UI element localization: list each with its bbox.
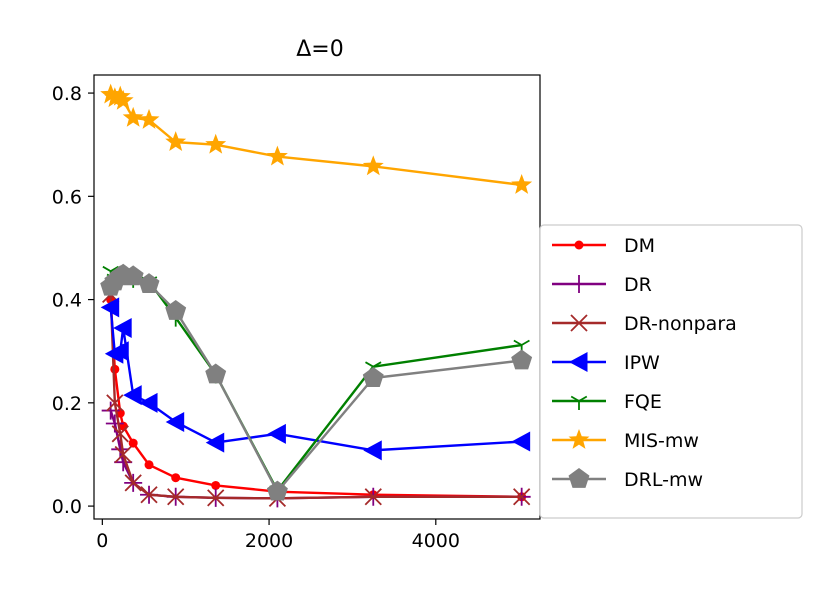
point-ipw xyxy=(165,411,185,432)
point-mis-mw xyxy=(109,85,131,106)
point-mis-mw xyxy=(362,155,384,176)
chart-title: Δ=0 xyxy=(296,37,343,62)
point-mis-mw xyxy=(266,145,288,166)
point-ipw xyxy=(110,341,129,362)
series-ipw xyxy=(100,297,531,461)
y-tick-label: 0.0 xyxy=(52,496,82,518)
series-drl-mw xyxy=(100,263,533,501)
point-drl-mw xyxy=(138,273,160,293)
legend-item-mis-mw: MIS-mw xyxy=(552,429,699,452)
legend-label: DR-nonpara xyxy=(624,313,737,335)
legend-marker xyxy=(574,240,584,250)
point-drl-mw xyxy=(362,367,384,387)
legend-marker xyxy=(568,429,590,449)
point-dr xyxy=(111,440,130,459)
point-dm xyxy=(171,473,181,483)
point-mis-mw xyxy=(122,106,144,127)
point-dr-nonpara xyxy=(513,488,531,506)
point-mis-mw xyxy=(511,173,533,194)
point-drl-mw xyxy=(205,363,227,384)
point-drl-mw xyxy=(122,265,144,286)
point-dr-nonpara xyxy=(364,488,382,506)
legend-label: FQE xyxy=(624,391,662,413)
legend-item-dr-nonpara: DR-nonpara xyxy=(552,313,737,335)
legend-marker xyxy=(569,352,588,372)
legend-item-ipw: IPW xyxy=(552,352,660,374)
point-ipw xyxy=(511,431,531,452)
legend-item-dm: DM xyxy=(552,235,655,257)
legend-marker xyxy=(570,314,588,332)
legend-item-fqe: FQE xyxy=(552,391,662,413)
point-mis-mw xyxy=(112,89,134,110)
legend-item-dr: DR xyxy=(552,274,652,296)
series-mis-mw xyxy=(100,83,533,194)
legend: DM DR DR-nonpara IPW FQE MIS-mw DRL-mw xyxy=(539,224,803,519)
legend-marker xyxy=(570,395,588,410)
point-ipw xyxy=(205,432,225,453)
point-drl-mw xyxy=(266,480,288,501)
legend-marker xyxy=(568,468,590,488)
point-dr-nonpara xyxy=(111,425,129,443)
y-tick-label: 0.8 xyxy=(52,83,82,105)
point-mis-mw xyxy=(205,133,227,154)
legend-label: IPW xyxy=(624,352,660,374)
y-tick-label: 0.6 xyxy=(52,186,82,208)
point-ipw xyxy=(267,423,286,444)
point-mis-mw xyxy=(165,131,187,152)
point-ipw xyxy=(100,297,120,318)
point-dr-nonpara xyxy=(167,488,185,506)
x-tick-label: 4000 xyxy=(412,530,460,552)
legend-label: DM xyxy=(624,235,655,257)
y-tick-label: 0.4 xyxy=(52,290,82,312)
point-dr-nonpara xyxy=(114,445,132,464)
point-dm xyxy=(144,460,154,470)
point-drl-mw xyxy=(165,299,187,320)
y-tick-label: 0.2 xyxy=(52,393,82,415)
point-dr-nonpara xyxy=(207,489,225,507)
point-ipw xyxy=(123,385,142,406)
point-ipw xyxy=(363,440,382,461)
legend-item-drl-mw: DRL-mw xyxy=(552,468,703,491)
point-drl-mw xyxy=(511,349,533,370)
x-tick-label: 0 xyxy=(96,530,108,552)
legend-marker xyxy=(570,275,588,293)
legend-label: DR xyxy=(624,274,652,296)
point-ipw xyxy=(113,317,132,338)
x-tick-label: 2000 xyxy=(245,530,293,552)
point-dm xyxy=(211,480,221,490)
point-dr-nonpara xyxy=(106,394,124,412)
point-mis-mw xyxy=(138,108,160,129)
point-ipw xyxy=(139,392,158,413)
legend-label: MIS-mw xyxy=(624,430,699,452)
legend-box xyxy=(539,224,803,519)
point-dr-nonpara xyxy=(124,474,142,492)
point-dm xyxy=(128,438,138,448)
legend-label: DRL-mw xyxy=(624,469,703,491)
point-dr-nonpara xyxy=(140,486,158,504)
